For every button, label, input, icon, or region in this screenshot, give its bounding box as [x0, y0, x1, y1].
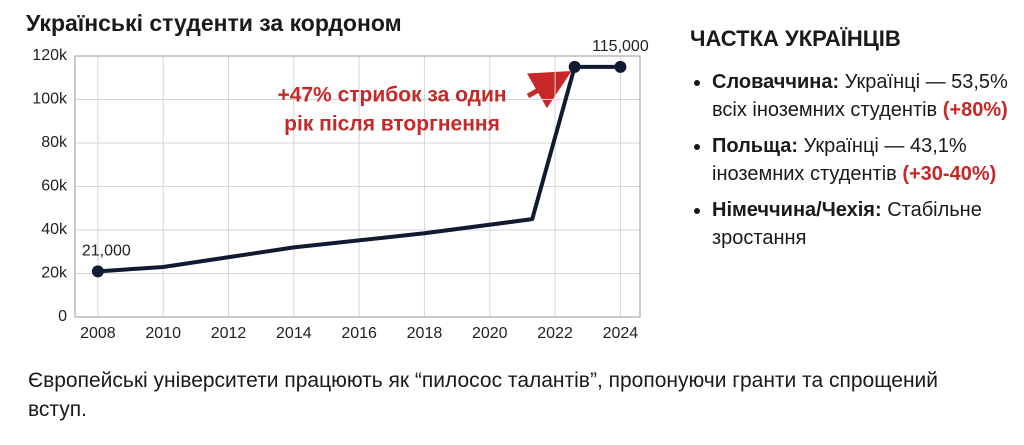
panel-title: ЧАСТКА УКРАЇНЦІВ: [690, 26, 901, 51]
item-change: (+30-40%): [902, 163, 997, 185]
annotation: рік після вторгнення: [284, 113, 500, 136]
chart-title: Українські студенти за кордоном: [26, 10, 402, 36]
y-tick-label: 40k: [41, 221, 68, 238]
panel-item: Польща: Українці — 43,1% іноземних студе…: [712, 132, 1010, 188]
data-point: [614, 60, 627, 73]
x-tick-label: 2016: [341, 325, 377, 342]
y-tick-label: 100k: [32, 91, 68, 108]
y-tick-label: 80k: [41, 134, 68, 151]
x-tick-label: 2008: [80, 325, 116, 342]
country: Німеччина/Чехія:: [712, 199, 882, 221]
x-tick-label: 2014: [276, 325, 312, 342]
data-point: [568, 60, 581, 73]
x-tick-label: 2020: [472, 325, 508, 342]
item-text: Українці — 43,1% іноземних студентів: [712, 135, 967, 185]
value-label: 21,000: [82, 243, 131, 260]
annotation-arrow: [526, 71, 572, 109]
value-label: 115,000: [592, 38, 649, 55]
panel-list: Словаччина: Українці — 53,5% всіх інозем…: [690, 68, 1010, 252]
x-tick-label: 2018: [407, 325, 443, 342]
x-tick-label: 2012: [211, 325, 247, 342]
item-change: (+80%): [942, 99, 1008, 121]
x-tick-label: 2022: [537, 325, 573, 342]
country: Словаччина:: [712, 71, 840, 93]
item-text: Стабільне зростання: [712, 199, 982, 249]
y-tick-label: 20k: [41, 265, 68, 282]
y-tick-label: 120k: [32, 47, 68, 64]
y-tick-label: 60k: [41, 178, 68, 195]
plot-frame: [74, 55, 641, 318]
panel-item: Словаччина: Українці — 53,5% всіх інозем…: [712, 68, 1010, 124]
x-tick-label: 2024: [603, 325, 639, 342]
chart: 0 20k 40k 60k 80k 100k 120k 2008 2010 2012 2014 201…: [32, 38, 649, 342]
y-tick-label: 0: [58, 308, 67, 325]
footer: Європейські університети працюють як “пи…: [28, 369, 939, 421]
x-tick-label: 2010: [145, 325, 181, 342]
annotation: +47% стрибок за один: [277, 84, 506, 107]
item-text: Українці — 53,5% всіх іноземних студенті…: [712, 71, 1008, 121]
side-panel: ЧАСТКА УКРАЇНЦІВ Словаччина: Українці — …: [690, 26, 1010, 260]
panel-item: Німеччина/Чехія: Стабільне зростання: [712, 196, 1010, 252]
country: Польща:: [712, 135, 798, 157]
data-point: [91, 265, 104, 278]
